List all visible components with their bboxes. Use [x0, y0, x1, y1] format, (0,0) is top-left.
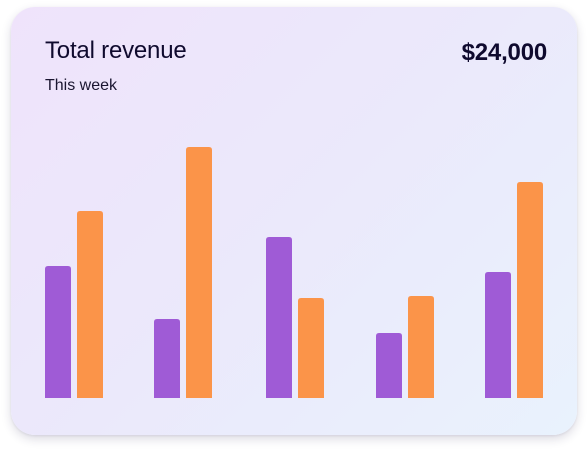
bar-group-1-series-2	[77, 211, 103, 398]
bar-group-2-series-2	[186, 147, 212, 398]
bar-group-2-series-1	[154, 319, 180, 398]
bar-group-4-series-1	[376, 333, 402, 398]
card-title: Total revenue	[45, 37, 187, 64]
revenue-bar-chart	[45, 147, 543, 398]
bar-group-3-series-2	[298, 298, 324, 398]
bar-group-5-series-1	[485, 272, 511, 398]
card-subtitle: This week	[45, 77, 118, 94]
revenue-card: Total revenue This week $24,000	[11, 7, 577, 435]
bar-group-3-series-1	[266, 237, 292, 398]
bar-group-5-series-2	[517, 182, 543, 398]
total-revenue-value: $24,000	[461, 39, 548, 66]
bar-group-4-series-2	[408, 296, 434, 398]
bar-group-1-series-1	[45, 266, 71, 398]
